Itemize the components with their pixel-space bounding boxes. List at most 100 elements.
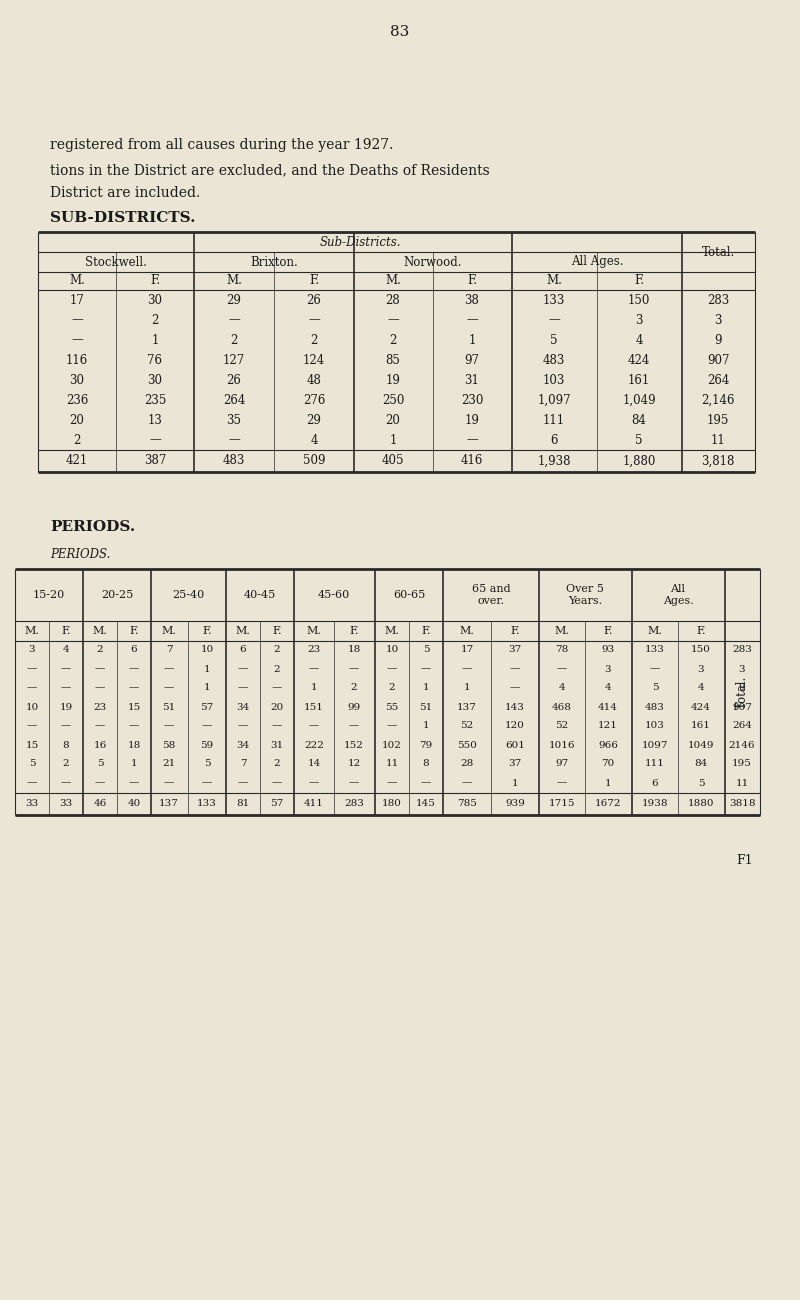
Text: SUB-DISTRICTS.: SUB-DISTRICTS.: [50, 211, 195, 225]
Text: 16: 16: [94, 741, 106, 750]
Text: 405: 405: [382, 455, 404, 468]
Text: M.: M.: [226, 274, 242, 287]
Text: 10: 10: [386, 646, 398, 654]
Text: registered from all causes during the year 1927.: registered from all causes during the ye…: [50, 138, 394, 152]
Text: 1,097: 1,097: [537, 394, 571, 407]
Text: 5: 5: [550, 334, 558, 347]
Text: 483: 483: [645, 702, 665, 711]
Text: 20: 20: [386, 413, 401, 426]
Text: —: —: [421, 664, 431, 673]
Text: 25-40: 25-40: [172, 590, 204, 601]
Text: 70: 70: [602, 759, 614, 768]
Text: 1: 1: [605, 779, 611, 788]
Text: 6: 6: [240, 646, 246, 654]
Text: 264: 264: [732, 722, 752, 731]
Text: 3: 3: [698, 664, 704, 673]
Text: 907: 907: [732, 702, 752, 711]
Text: M.: M.: [306, 627, 322, 636]
Text: 48: 48: [306, 373, 322, 386]
Text: 2,146: 2,146: [702, 394, 734, 407]
Text: 19: 19: [465, 413, 479, 426]
Text: —: —: [164, 664, 174, 673]
Text: 1: 1: [310, 684, 318, 693]
Text: 137: 137: [457, 702, 477, 711]
Text: F.: F.: [696, 627, 706, 636]
Text: 5: 5: [204, 759, 210, 768]
Text: 85: 85: [386, 354, 401, 367]
Text: 52: 52: [460, 722, 474, 731]
Text: 1: 1: [464, 684, 470, 693]
Text: 2: 2: [230, 334, 238, 347]
Text: 51: 51: [419, 702, 433, 711]
Text: F.: F.: [510, 627, 520, 636]
Text: 111: 111: [543, 413, 565, 426]
Text: —: —: [164, 722, 174, 731]
Text: 1: 1: [390, 433, 397, 446]
Text: —: —: [466, 313, 478, 326]
Text: 161: 161: [691, 722, 711, 731]
Text: 264: 264: [223, 394, 245, 407]
Text: 103: 103: [645, 722, 665, 731]
Text: —: —: [71, 334, 83, 347]
Text: M.: M.: [459, 627, 474, 636]
Text: 483: 483: [223, 455, 245, 468]
Text: 20-25: 20-25: [101, 590, 133, 601]
Text: 26: 26: [306, 294, 322, 307]
Text: 133: 133: [645, 646, 665, 654]
Text: 1,938: 1,938: [538, 455, 570, 468]
Text: 550: 550: [457, 741, 477, 750]
Text: M.: M.: [25, 627, 39, 636]
Text: —: —: [309, 664, 319, 673]
Text: —: —: [238, 722, 248, 731]
Text: 34: 34: [236, 741, 250, 750]
Text: 8: 8: [62, 741, 70, 750]
Text: 111: 111: [645, 759, 665, 768]
Text: 3: 3: [635, 313, 642, 326]
Text: Total.: Total.: [735, 676, 749, 708]
Text: 387: 387: [144, 455, 166, 468]
Text: 97: 97: [555, 759, 569, 768]
Text: 84: 84: [694, 759, 708, 768]
Text: 1: 1: [422, 684, 430, 693]
Text: 601: 601: [505, 741, 525, 750]
Text: 121: 121: [598, 722, 618, 731]
Text: 19: 19: [59, 702, 73, 711]
Text: 10: 10: [200, 646, 214, 654]
Text: 55: 55: [386, 702, 398, 711]
Text: 28: 28: [460, 759, 474, 768]
Text: 4: 4: [698, 684, 704, 693]
Text: —: —: [421, 779, 431, 788]
Text: PERIODS.: PERIODS.: [50, 520, 135, 534]
Text: —: —: [650, 664, 660, 673]
Text: tions in the District are excluded, and the Deaths of Residents: tions in the District are excluded, and …: [50, 162, 490, 177]
Text: PERIODS.: PERIODS.: [50, 549, 110, 562]
Text: 143: 143: [505, 702, 525, 711]
Text: 33: 33: [26, 800, 38, 809]
Text: 5: 5: [422, 646, 430, 654]
Text: 40-45: 40-45: [244, 590, 276, 601]
Text: —: —: [309, 722, 319, 731]
Text: 276: 276: [303, 394, 325, 407]
Text: 20: 20: [70, 413, 85, 426]
Text: F.: F.: [309, 274, 319, 287]
Text: M.: M.: [385, 274, 401, 287]
Text: 1,880: 1,880: [622, 455, 656, 468]
Text: 1: 1: [204, 664, 210, 673]
Text: 2: 2: [310, 334, 318, 347]
Text: 2: 2: [390, 334, 397, 347]
Text: 414: 414: [598, 702, 618, 711]
Text: —: —: [61, 664, 71, 673]
Text: —: —: [61, 722, 71, 731]
Text: —: —: [557, 664, 567, 673]
Text: 51: 51: [162, 702, 176, 711]
Text: 31: 31: [270, 741, 284, 750]
Text: F.: F.: [150, 274, 160, 287]
Text: 1: 1: [468, 334, 476, 347]
Text: 1: 1: [151, 334, 158, 347]
Text: M.: M.: [162, 627, 177, 636]
Text: 57: 57: [200, 702, 214, 711]
Text: 5: 5: [652, 684, 658, 693]
Text: F.: F.: [130, 627, 138, 636]
Text: 150: 150: [628, 294, 650, 307]
Text: —: —: [164, 684, 174, 693]
